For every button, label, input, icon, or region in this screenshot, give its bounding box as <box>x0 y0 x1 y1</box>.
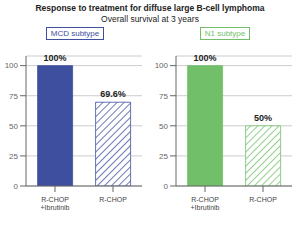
html-text:Overall survival at 3 years: Overall survival at 3 years <box>101 14 199 24</box>
svg-text:50%: 50% <box>254 113 272 123</box>
svg-text:100: 100 <box>8 61 19 70</box>
svg-text:25: 25 <box>159 152 168 161</box>
svg-text:50: 50 <box>159 122 168 131</box>
svg-text:R-CHOP: R-CHOP <box>249 196 277 203</box>
svg-text:100%: 100% <box>44 53 67 63</box>
svg-text:100: 100 <box>155 61 169 70</box>
html-text:N1 subtype: N1 subtype <box>204 29 246 38</box>
svg-text:69.6%: 69.6% <box>100 89 126 99</box>
svg-text:0: 0 <box>164 182 169 191</box>
svg-text:25: 25 <box>9 152 18 161</box>
svg-text:75: 75 <box>9 92 18 101</box>
svg-text:100%: 100% <box>194 53 217 63</box>
svg-text:0: 0 <box>14 182 19 191</box>
svg-text:R-CHOP: R-CHOP <box>99 196 127 203</box>
svg-text:R-CHOP+Ibrutinib: R-CHOP+Ibrutinib <box>191 196 220 210</box>
html-text:Response to treatment for diff: Response to treatment for diffuse large … <box>35 3 265 13</box>
html-text:MCD subtype: MCD subtype <box>50 29 100 38</box>
svg-text:R-CHOP+Ibrutinib: R-CHOP+Ibrutinib <box>41 196 70 210</box>
svg-text:50: 50 <box>9 122 18 131</box>
svg-text:75: 75 <box>159 92 168 101</box>
